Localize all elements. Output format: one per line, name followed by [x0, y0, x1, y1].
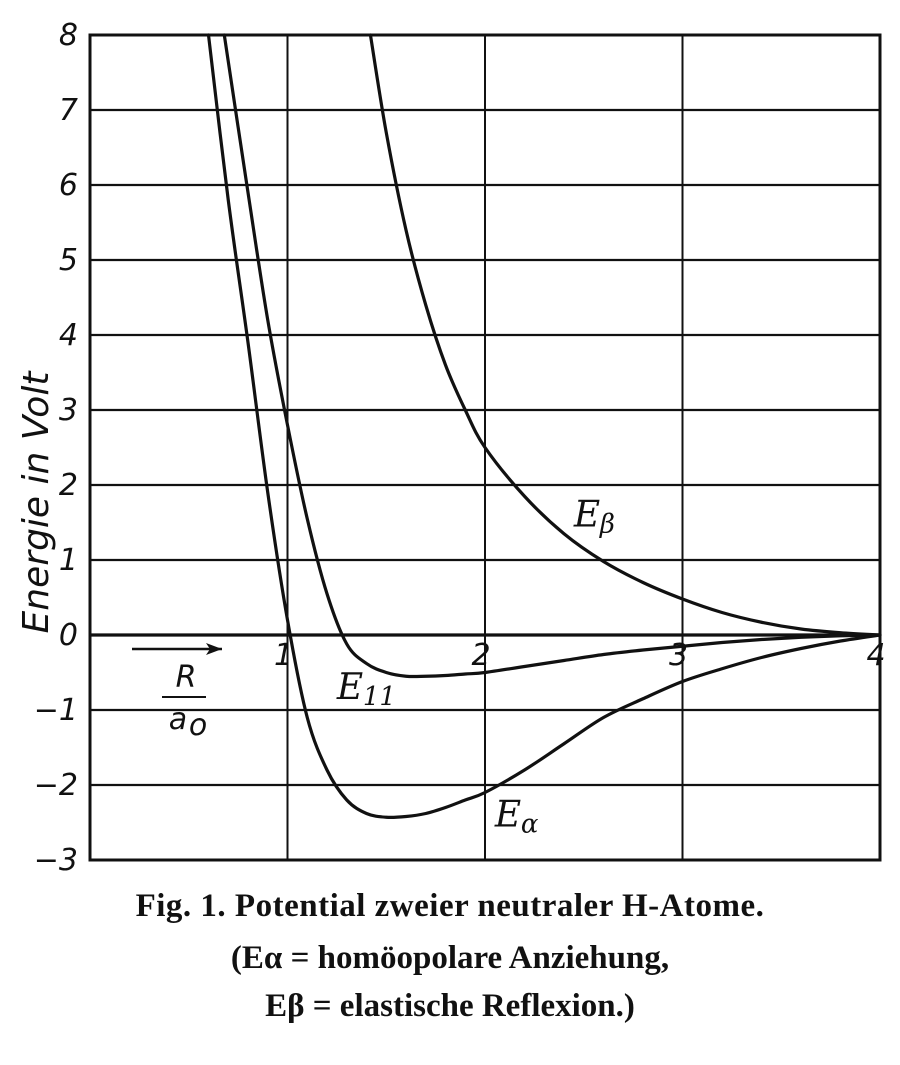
- x-tick-label: 1: [274, 638, 293, 673]
- y-tick-label: −3: [34, 843, 78, 878]
- curve-ealpha: [206, 33, 882, 820]
- series-label-sub-ebeta: β: [599, 509, 615, 539]
- x-tick-label: 4: [866, 638, 885, 673]
- y-tick-label: 0: [59, 618, 78, 653]
- x-tick-label: 2: [471, 638, 490, 673]
- y-tick-label: 7: [59, 93, 78, 128]
- y-tick-label: 5: [59, 243, 78, 278]
- y-tick-label: 1: [59, 543, 78, 578]
- y-tick-label: 8: [59, 18, 78, 53]
- series-label-e11: E: [336, 667, 363, 708]
- curve-ebeta: [368, 33, 882, 637]
- y-tick-label: −2: [34, 768, 78, 803]
- x-tick-label: 3: [669, 638, 688, 673]
- y-tick-label: 4: [59, 318, 78, 353]
- y-tick-label: 2: [59, 468, 78, 503]
- series-label-sub-ealpha: α: [521, 809, 539, 839]
- figure-caption-title: Fig. 1. Potential zweier neutraler H-Ato…: [135, 888, 765, 924]
- y-axis-label: Energie in Volt: [16, 370, 57, 634]
- series-label-ebeta: E: [573, 494, 600, 535]
- y-tick-label: −1: [34, 693, 78, 728]
- series-label-ealpha: E: [494, 794, 521, 835]
- curve-layer: [206, 33, 882, 820]
- curve-e11: [222, 33, 882, 679]
- x-axis-arrow-head: [206, 643, 222, 655]
- figure-caption-alpha: (Eα = homöopolare Anziehung,: [230, 940, 670, 976]
- y-tick-label: 6: [59, 168, 78, 203]
- series-label-sub-e11: 11: [363, 682, 396, 712]
- y-tick-label: 3: [59, 393, 78, 428]
- x-axis-label-denominator-sub: o: [189, 708, 207, 743]
- x-axis-label-denominator: a: [169, 702, 187, 737]
- figure-caption-beta: Eβ = elastische Reflexion.): [265, 988, 635, 1024]
- x-axis-label-numerator: R: [176, 660, 197, 695]
